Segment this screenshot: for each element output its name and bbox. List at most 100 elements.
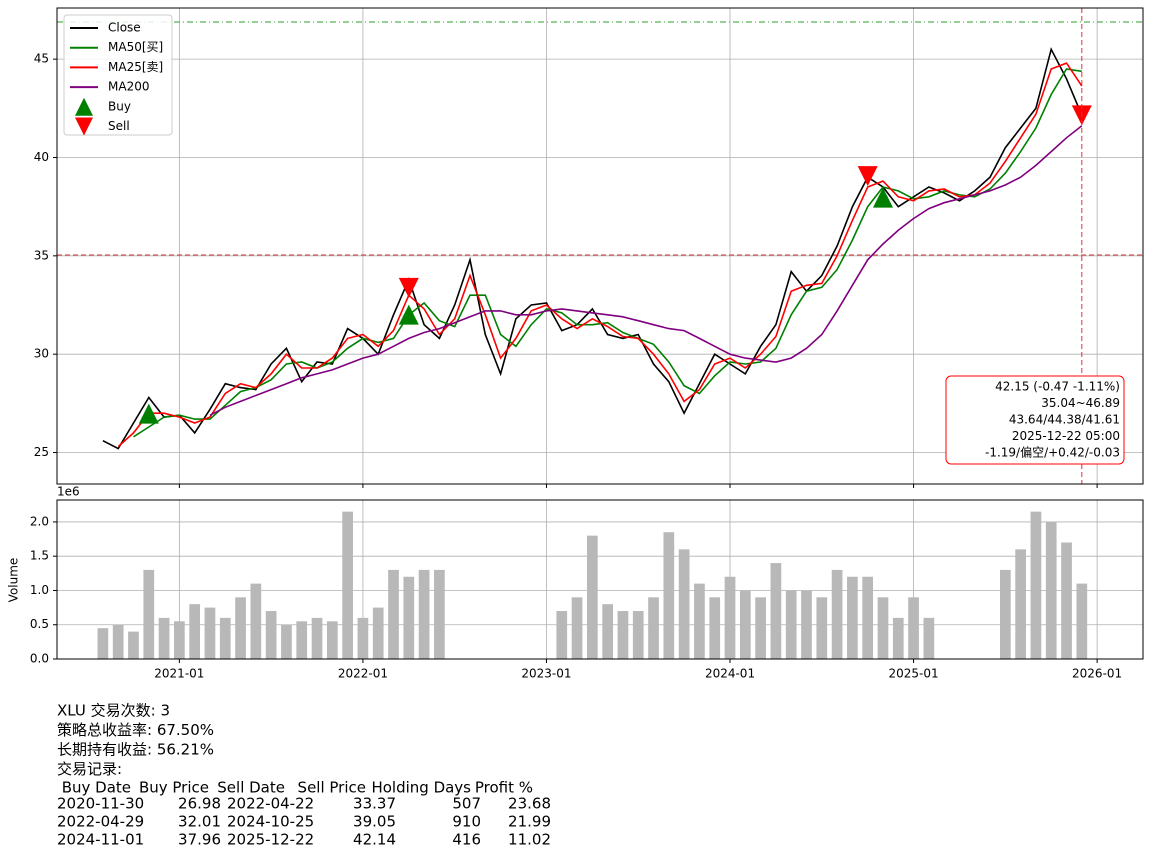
y-tick-label: 40 — [34, 150, 49, 164]
volume-bar — [1061, 542, 1072, 659]
x-tick-label: 2023-01 — [521, 667, 571, 681]
x-tick-label: 2022-01 — [338, 667, 388, 681]
volume-bar — [174, 621, 185, 659]
legend-label: Buy — [108, 99, 131, 113]
volume-bar — [617, 611, 629, 659]
axes-frame — [56, 7, 1144, 485]
volume-bar — [847, 576, 858, 659]
table-cell: 910 — [452, 813, 481, 831]
volume-bar — [602, 604, 614, 659]
volume-bar — [678, 549, 690, 659]
volume-bar — [556, 611, 568, 659]
y-tick-label: 2.0 — [30, 514, 49, 528]
x-tick-label: 2025-01 — [888, 667, 938, 681]
trade-marker — [398, 277, 419, 298]
report-line: 策略总收益率: 67.50% — [57, 721, 214, 739]
table-header: Buy Price — [139, 779, 209, 797]
legend-label: MA50[买] — [108, 40, 163, 54]
volume-bar — [724, 576, 736, 659]
y-tick-label: 0.0 — [30, 652, 49, 666]
report-line: XLU 交易次数: 3 — [57, 702, 170, 720]
y-tick-label: 1.0 — [30, 583, 49, 597]
volume-bar — [801, 590, 812, 659]
volume-bar — [296, 621, 308, 659]
volume-bar — [342, 511, 353, 659]
legend: Close MA50[买] MA25[卖] MA200 Buy Sell — [63, 14, 173, 136]
table-header: Profit % — [475, 779, 533, 797]
annotation-text: 43.64/44.38/41.61 — [1009, 413, 1120, 427]
volume-bar — [434, 569, 445, 659]
volume-bar — [632, 611, 644, 659]
volume-bar — [326, 621, 338, 659]
volume-bar — [250, 583, 262, 659]
volume-bar — [112, 624, 124, 659]
series-line — [117, 62, 1083, 448]
x-tick-label: 2026-01 — [1072, 667, 1122, 681]
volume-bar — [770, 563, 782, 659]
table-header: Sell Date — [217, 779, 285, 797]
volume-bar — [372, 607, 384, 659]
table-cell: 26.98 — [178, 795, 221, 813]
x-tick-label: 2021-01 — [154, 667, 204, 681]
volume-bar — [648, 597, 659, 659]
volume-bar — [357, 617, 369, 659]
annotation-text: 2025-12-22 05:00 — [1012, 429, 1120, 443]
volume-bar — [1076, 583, 1088, 659]
series-line — [102, 47, 1083, 450]
volume-bar — [418, 569, 430, 659]
trade-marker — [872, 187, 893, 208]
y-tick-label: 0.5 — [30, 617, 49, 631]
volume-bar — [265, 611, 277, 659]
volume-bar — [739, 590, 751, 659]
table-cell: 2022-04-29 — [57, 813, 144, 831]
table-cell: 416 — [452, 831, 481, 849]
volume-bar — [1045, 521, 1057, 659]
volume-bar — [235, 597, 246, 659]
table-header: Sell Price — [298, 779, 366, 797]
table-cell: 23.68 — [508, 795, 551, 813]
table-header: Holding Days — [371, 779, 471, 797]
volume-bar — [663, 532, 675, 659]
annotation-text: 42.15 (-0.47 -1.11%) — [995, 380, 1120, 394]
volume-bar — [831, 569, 843, 659]
volume-bar — [571, 597, 583, 659]
volume-bar — [877, 597, 889, 659]
table-cell: 42.14 — [353, 831, 396, 849]
volume-bar — [219, 617, 231, 659]
table-cell: 37.96 — [178, 831, 221, 849]
volume-bar — [785, 590, 797, 659]
legend-label: Close — [108, 21, 141, 35]
volume-bar — [97, 628, 109, 659]
table-cell: 39.05 — [353, 813, 396, 831]
volume-bar — [128, 631, 139, 659]
legend-box — [63, 14, 173, 136]
volume-bar — [388, 569, 399, 659]
legend-swatch — [75, 117, 93, 136]
table-header: Buy Date — [62, 779, 131, 797]
volume-bar — [923, 617, 935, 659]
volume-bar — [586, 535, 598, 659]
table-cell: 21.99 — [508, 813, 551, 831]
volume-bar — [709, 597, 721, 659]
legend-label: Sell — [108, 119, 130, 133]
volume-bar — [755, 597, 766, 659]
report-line: 长期持有收益: 56.21% — [57, 741, 214, 759]
volume-bar — [311, 617, 323, 659]
volume-bar — [403, 576, 415, 659]
annotation-box — [945, 375, 1125, 465]
volume-bar — [999, 569, 1011, 659]
volume-bar — [694, 583, 705, 659]
trade-marker — [398, 304, 419, 325]
y-axis-label: Volume — [7, 558, 21, 603]
legend-swatch — [75, 97, 93, 116]
x-tick-label: 2024-01 — [705, 667, 755, 681]
table-cell: 2022-04-22 — [227, 795, 314, 813]
y-tick-label: 30 — [34, 347, 49, 361]
annotation-text: -1.19/偏空/+0.42/-0.03 — [985, 445, 1120, 460]
volume-bar — [892, 617, 904, 659]
y-tick-label: 45 — [34, 52, 49, 66]
trade-marker — [857, 166, 878, 187]
y-tick-label: 1.5 — [30, 549, 49, 563]
volume-bar — [1030, 511, 1042, 659]
